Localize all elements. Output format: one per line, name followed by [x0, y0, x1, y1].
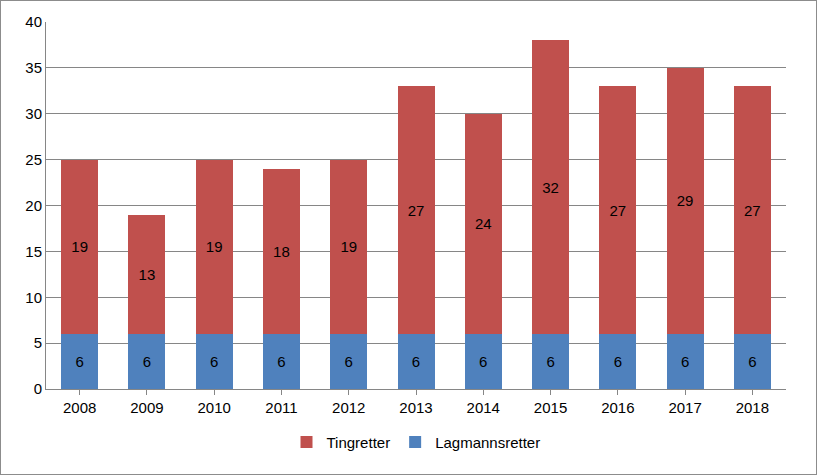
svg-text:6: 6 — [412, 353, 420, 370]
svg-text:24: 24 — [475, 215, 492, 232]
svg-text:27: 27 — [744, 202, 761, 219]
svg-text:6: 6 — [75, 353, 83, 370]
svg-text:2008: 2008 — [63, 399, 96, 416]
svg-text:40: 40 — [25, 13, 42, 30]
svg-text:32: 32 — [542, 179, 559, 196]
svg-text:20: 20 — [25, 197, 42, 214]
svg-text:6: 6 — [479, 353, 487, 370]
svg-text:30: 30 — [25, 105, 42, 122]
svg-text:19: 19 — [206, 238, 223, 255]
svg-text:19: 19 — [340, 238, 357, 255]
svg-text:6: 6 — [277, 353, 285, 370]
svg-text:2014: 2014 — [467, 399, 500, 416]
svg-text:Tingretter: Tingretter — [327, 434, 391, 451]
svg-text:6: 6 — [210, 353, 218, 370]
svg-text:5: 5 — [34, 334, 42, 351]
svg-text:6: 6 — [546, 353, 554, 370]
svg-text:2013: 2013 — [399, 399, 432, 416]
svg-text:18: 18 — [273, 243, 290, 260]
svg-text:2017: 2017 — [668, 399, 701, 416]
svg-text:6: 6 — [681, 353, 689, 370]
svg-text:10: 10 — [25, 289, 42, 306]
svg-text:6: 6 — [345, 353, 353, 370]
svg-text:6: 6 — [614, 353, 622, 370]
svg-text:15: 15 — [25, 243, 42, 260]
svg-text:35: 35 — [25, 59, 42, 76]
svg-text:27: 27 — [609, 202, 626, 219]
svg-text:2009: 2009 — [130, 399, 163, 416]
svg-text:2010: 2010 — [197, 399, 230, 416]
svg-text:25: 25 — [25, 151, 42, 168]
svg-text:2016: 2016 — [601, 399, 634, 416]
svg-text:2012: 2012 — [332, 399, 365, 416]
svg-text:2015: 2015 — [534, 399, 567, 416]
svg-text:6: 6 — [143, 353, 151, 370]
svg-text:2018: 2018 — [736, 399, 769, 416]
svg-text:29: 29 — [677, 192, 694, 209]
svg-text:0: 0 — [34, 380, 42, 397]
svg-text:2011: 2011 — [265, 399, 297, 416]
svg-text:27: 27 — [408, 202, 425, 219]
svg-text:19: 19 — [71, 238, 88, 255]
svg-text:Lagmannsretter: Lagmannsretter — [435, 434, 540, 451]
svg-text:13: 13 — [139, 266, 156, 283]
svg-text:6: 6 — [748, 353, 756, 370]
